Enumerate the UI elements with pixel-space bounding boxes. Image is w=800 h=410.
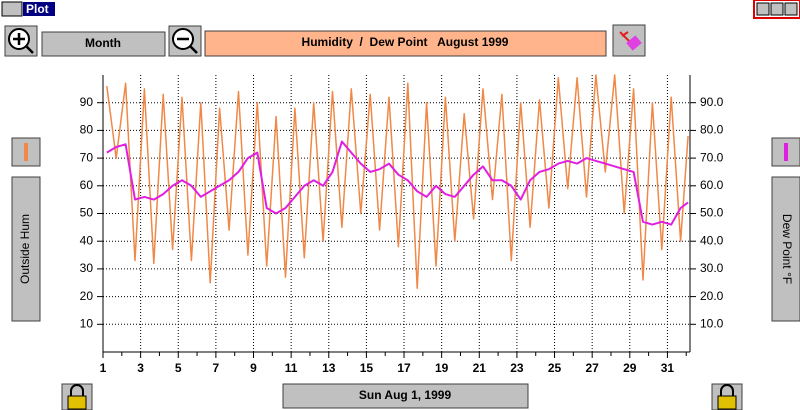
y-tick-label: 50 [80, 206, 94, 220]
legend-swatch [784, 143, 788, 161]
title-bar [0, 0, 800, 18]
plot-area: 10 20 30 40 50 60 70 80 90 10.0 20.0 30.0 40.0 50.0 60… [24, 74, 788, 375]
y-tick-label: 20 [80, 289, 94, 303]
left-lock-shackle [70, 384, 84, 396]
x-tick-label: 25 [548, 361, 562, 375]
y2-tick-label: 40.0 [700, 233, 724, 247]
y2-axis-button[interactable] [771, 176, 800, 322]
minimize-button[interactable] [756, 2, 770, 16]
left-lock-icon [67, 395, 87, 410]
x-tick-label: 29 [623, 361, 637, 375]
x-tick-label: 9 [250, 361, 257, 375]
y2-axis-label: Dew Point °F [780, 214, 794, 284]
x-tick-label: 11 [285, 361, 298, 375]
x-tick-label: 1 [100, 361, 107, 375]
chart-title: Humidity / Dew Point August 1999 [302, 35, 509, 49]
window-controls [753, 0, 800, 19]
zoom-out-glyph [177, 37, 198, 54]
y-axis-button[interactable] [11, 176, 41, 322]
y2-tick-label: 30.0 [700, 261, 724, 275]
y-tick-label: 70 [80, 150, 94, 164]
y-tick-label: 90 [80, 95, 94, 109]
x-tick-label: 19 [435, 361, 449, 375]
y-tick-label: 60 [80, 178, 94, 192]
series-line [106, 140, 689, 226]
y2-tick-label: 20.0 [700, 289, 724, 303]
x-tick-label: 7 [213, 361, 220, 375]
y2-tick-label: 80.0 [700, 123, 724, 137]
close-button[interactable] [784, 2, 798, 16]
y2-tick-label: 10.0 [700, 316, 724, 330]
date-label: Sun Aug 1, 1999 [359, 388, 452, 402]
x-tick-label: 31 [661, 361, 675, 375]
y-axis-label: Outside Hum [18, 214, 32, 284]
y2-tick-label: 50.0 [700, 206, 724, 220]
x-tick-label: 23 [510, 361, 524, 375]
y2-tick-label: 90.0 [700, 95, 724, 109]
right-lock-icon [717, 395, 737, 410]
y2-tick-label: 70.0 [700, 150, 724, 164]
series-line [106, 74, 689, 290]
x-tick-label: 15 [360, 361, 374, 375]
x-tick-label: 3 [137, 361, 144, 375]
legend-swatch [24, 143, 28, 161]
window-title: Plot [26, 2, 49, 16]
y-tick-label: 40 [80, 233, 94, 247]
x-tick-label: 17 [397, 361, 411, 375]
title-box [204, 30, 607, 57]
period-button[interactable] [41, 31, 166, 57]
right-lock-shackle [720, 384, 734, 396]
y-tick-label: 10 [80, 316, 94, 330]
period-label: Month [85, 36, 121, 50]
maximize-button[interactable] [770, 2, 784, 16]
x-tick-label: 21 [473, 361, 487, 375]
y-tick-label: 30 [80, 261, 94, 275]
date-button[interactable] [282, 383, 529, 409]
x-tick-label: 27 [585, 361, 599, 375]
zoom-in-glyph [13, 33, 34, 54]
system-menu[interactable] [1, 1, 23, 17]
y2-tick-label: 60.0 [700, 178, 724, 192]
x-tick-label: 13 [322, 361, 336, 375]
title-highlight [23, 2, 55, 16]
erase-icon [626, 35, 642, 51]
x-tick-label: 5 [175, 361, 182, 375]
y-tick-label: 80 [80, 123, 94, 137]
